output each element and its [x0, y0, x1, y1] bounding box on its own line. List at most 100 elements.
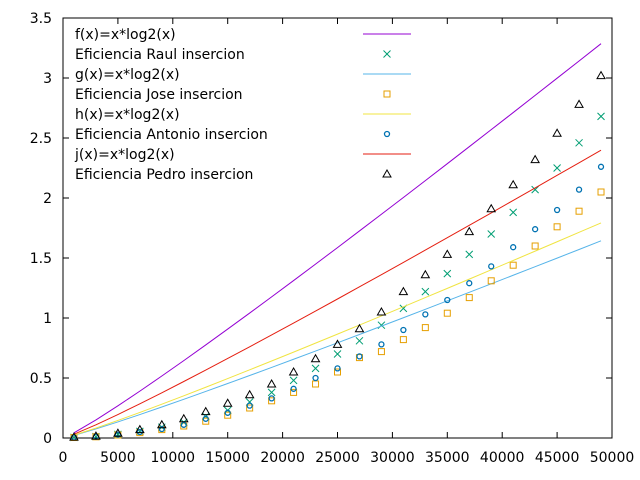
data-point [444, 296, 451, 304]
data-point [268, 395, 275, 402]
series-1 [73, 43, 602, 434]
y-tick-label: 0 [43, 431, 52, 447]
series-line [73, 240, 602, 436]
data-point [156, 419, 167, 429]
series-3 [73, 240, 602, 436]
data-point [398, 286, 409, 296]
data-point [268, 397, 276, 405]
data-point [509, 261, 517, 269]
data-point [421, 324, 429, 332]
data-point [354, 323, 365, 333]
legend-swatch [383, 90, 391, 98]
x-tick-label: 35000 [425, 450, 470, 466]
data-point [597, 188, 605, 196]
data-point [333, 350, 342, 358]
x-tick-label: 20000 [260, 450, 305, 466]
data-point [224, 411, 232, 419]
data-point [114, 431, 122, 438]
data-point [222, 398, 233, 407]
data-point [355, 354, 363, 362]
data-point [244, 389, 255, 399]
data-point [399, 336, 407, 344]
data-point [487, 277, 495, 285]
data-point [91, 431, 101, 440]
data-point [202, 417, 210, 425]
data-point [530, 154, 541, 164]
data-point [310, 353, 321, 363]
data-point [334, 368, 341, 376]
x-tick-label: 40000 [480, 450, 525, 466]
data-point [508, 179, 519, 189]
legend-swatch [383, 130, 391, 138]
data-point [178, 413, 189, 423]
legend-label: j(x)=x*log2(x) [74, 147, 175, 163]
data-point [575, 186, 583, 193]
legend-swatch [383, 50, 391, 58]
data-point [422, 311, 429, 318]
data-point [312, 380, 320, 388]
series-8 [69, 70, 606, 441]
legend-label: Eficiencia Antonio insercion [75, 127, 268, 143]
data-point [224, 409, 231, 416]
data-point [180, 422, 188, 430]
data-point [486, 203, 497, 213]
data-point [288, 366, 299, 376]
data-point [267, 388, 276, 397]
legend-label: g(x)=x*log2(x) [75, 67, 180, 83]
data-point [421, 287, 430, 296]
data-point [356, 353, 363, 360]
data-point [443, 269, 452, 278]
data-point [488, 263, 495, 270]
series-line [73, 149, 602, 435]
legend-swatch [382, 168, 392, 178]
data-point [442, 249, 453, 258]
data-point [158, 425, 165, 433]
data-point [69, 432, 79, 441]
data-point [290, 388, 298, 396]
data-point [420, 269, 431, 279]
data-point [575, 207, 583, 215]
legend-label: f(x)=x*log2(x) [75, 27, 176, 43]
data-point [597, 112, 605, 121]
x-tick-label: 50000 [590, 450, 635, 466]
x-tick-label: 45000 [535, 450, 580, 466]
data-point [443, 309, 451, 317]
data-point [597, 163, 605, 170]
data-point [290, 385, 297, 392]
series-4 [70, 188, 605, 442]
legend-label: Eficiencia Pedro insercion [75, 167, 253, 183]
data-point [113, 428, 123, 437]
series-7 [73, 149, 602, 435]
data-point [574, 99, 584, 108]
data-point [289, 376, 298, 385]
x-tick-label: 25000 [315, 450, 360, 466]
data-point [596, 70, 606, 80]
data-point [531, 185, 539, 194]
data-point [377, 348, 385, 356]
data-point [466, 280, 473, 287]
x-tick-label: 5000 [100, 450, 136, 466]
data-point [246, 402, 253, 409]
data-point [312, 374, 319, 382]
data-point [464, 226, 475, 236]
series-6 [70, 163, 605, 441]
x-tick-label: 15000 [205, 450, 250, 466]
data-point [531, 226, 539, 233]
data-point [487, 230, 496, 238]
axis-ticks: 0 5000 10000 15000 20000 25000 30000 35000 40000… [30, 11, 635, 466]
data-point [266, 378, 277, 388]
data-point [575, 138, 583, 147]
data-point [553, 206, 561, 214]
data-point [334, 365, 341, 372]
x-tick-label: 0 [59, 450, 68, 466]
data-point [510, 244, 517, 251]
data-point [311, 364, 320, 373]
y-tick-label: 3 [43, 71, 52, 87]
data-point [553, 223, 561, 231]
data-point [552, 128, 562, 137]
legend-label: Eficiencia Jose insercion [75, 87, 243, 103]
data-point [246, 404, 254, 412]
series-line [73, 43, 602, 434]
y-tick-label: 1.5 [30, 251, 52, 267]
